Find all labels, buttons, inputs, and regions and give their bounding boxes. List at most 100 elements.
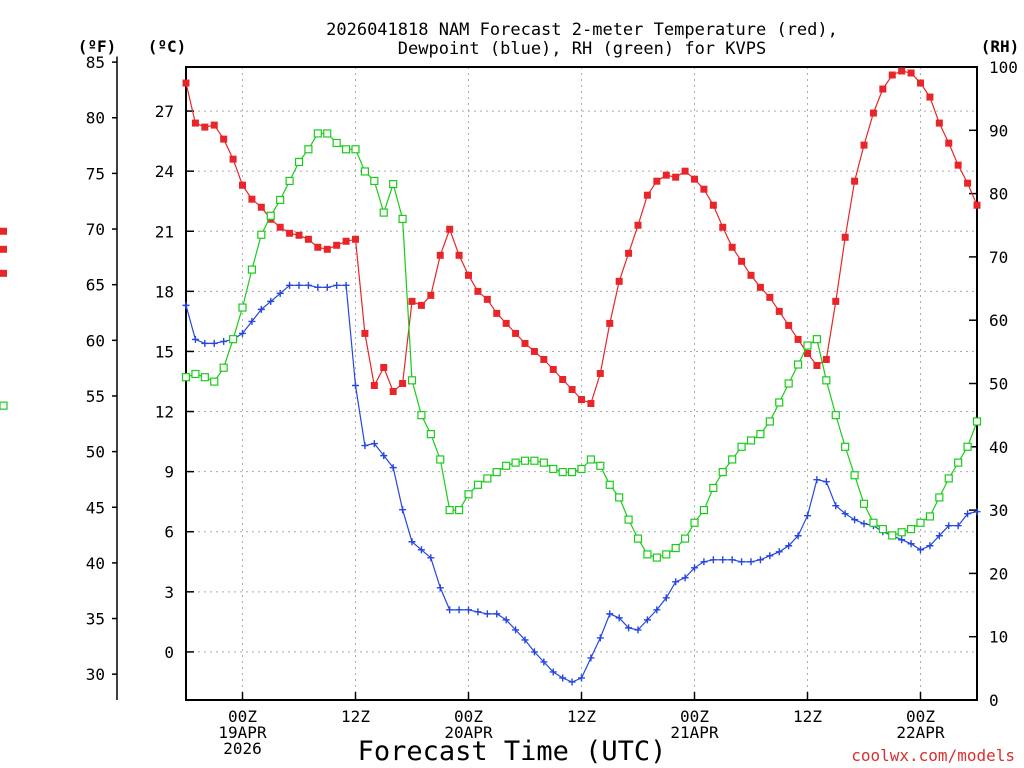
data-point xyxy=(954,522,962,530)
data-point xyxy=(502,461,511,470)
data-point xyxy=(493,309,501,317)
data-point xyxy=(370,382,378,390)
data-point xyxy=(766,552,774,560)
data-point xyxy=(464,490,473,499)
data-point xyxy=(304,235,312,243)
data-point xyxy=(521,636,529,644)
data-point xyxy=(681,574,689,582)
data-point xyxy=(747,558,755,566)
data-point xyxy=(709,556,717,564)
rh-tick-label: 100 xyxy=(989,58,1018,77)
fahrenheit-tick-label: 40 xyxy=(86,554,105,573)
data-point xyxy=(540,355,548,363)
time-tick-label: 12Z xyxy=(567,707,596,726)
data-point xyxy=(200,373,209,382)
data-point xyxy=(229,155,237,163)
data-point xyxy=(407,376,417,385)
data-point xyxy=(832,297,840,305)
data-point xyxy=(898,67,906,75)
data-point xyxy=(220,135,228,143)
data-point xyxy=(559,375,567,383)
data-point xyxy=(313,129,322,138)
data-point xyxy=(352,235,359,243)
data-point xyxy=(662,594,670,602)
data-point xyxy=(0,269,7,277)
data-point xyxy=(972,417,982,426)
data-point xyxy=(945,522,953,530)
data-point xyxy=(586,455,596,464)
data-point xyxy=(935,119,943,127)
rh-tick-label: 0 xyxy=(989,691,999,710)
data-point xyxy=(681,167,689,175)
data-point xyxy=(926,93,934,101)
data-point xyxy=(540,658,548,666)
data-point xyxy=(578,674,585,682)
data-point xyxy=(341,145,351,154)
data-point xyxy=(295,281,303,289)
data-point xyxy=(276,195,285,205)
plot-frame xyxy=(185,66,978,701)
data-point xyxy=(304,281,312,289)
data-point xyxy=(342,281,350,289)
data-point xyxy=(427,291,435,299)
data-point xyxy=(248,195,256,203)
data-point xyxy=(652,553,661,562)
data-point xyxy=(709,201,717,209)
data-point xyxy=(530,456,539,465)
data-point xyxy=(380,363,388,371)
data-point xyxy=(718,468,727,477)
data-point xyxy=(210,377,219,386)
data-point xyxy=(210,121,218,129)
data-point xyxy=(784,379,793,388)
data-point xyxy=(436,455,445,464)
data-point xyxy=(822,355,830,363)
data-point xyxy=(398,214,407,224)
data-point xyxy=(841,510,849,518)
fahrenheit-tick-label: 50 xyxy=(86,443,105,462)
data-point xyxy=(370,176,379,186)
rh-tick-label: 40 xyxy=(989,438,1008,457)
data-point xyxy=(342,237,350,245)
data-point xyxy=(568,386,576,394)
data-point xyxy=(286,229,294,237)
fahrenheit-tick-label: 75 xyxy=(86,164,105,183)
data-point xyxy=(474,287,482,295)
data-point xyxy=(239,329,246,337)
data-point xyxy=(558,468,567,477)
data-point xyxy=(747,271,755,279)
data-point xyxy=(511,458,520,467)
data-point xyxy=(907,69,915,77)
data-point xyxy=(624,515,633,524)
data-point xyxy=(323,245,331,253)
data-point xyxy=(352,382,359,390)
data-point xyxy=(191,119,199,127)
data-point xyxy=(549,668,557,676)
data-point xyxy=(351,145,360,154)
data-point xyxy=(756,430,765,439)
data-point xyxy=(587,654,595,662)
data-point xyxy=(577,464,586,474)
data-point xyxy=(596,634,604,642)
data-point xyxy=(502,319,510,327)
data-point xyxy=(691,564,698,572)
fahrenheit-tick-label: 45 xyxy=(86,498,105,517)
data-point xyxy=(606,319,614,327)
data-point xyxy=(700,185,708,193)
data-point xyxy=(917,546,924,554)
data-point xyxy=(596,461,605,470)
data-point xyxy=(822,376,831,385)
data-point xyxy=(653,177,661,185)
data-point xyxy=(323,283,331,291)
data-point xyxy=(653,606,661,614)
data-point xyxy=(399,380,407,387)
time-tick-label: 12Z xyxy=(793,707,822,726)
time-tick-label: 22APR xyxy=(896,723,945,742)
data-point xyxy=(756,283,764,291)
fahrenheit-tick-label: 30 xyxy=(86,665,105,684)
data-point xyxy=(728,243,736,251)
series-2-meter-temperature xyxy=(0,67,981,408)
data-point xyxy=(728,556,736,564)
data-point xyxy=(812,335,822,344)
data-point xyxy=(0,227,7,235)
